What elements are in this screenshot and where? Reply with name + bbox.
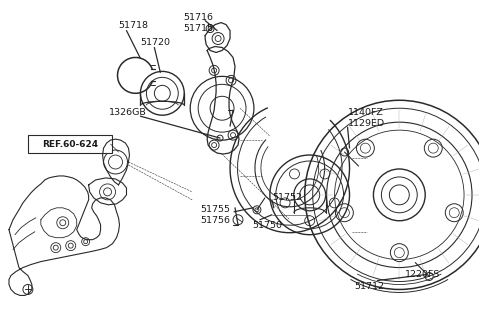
Text: 1140FZ: 1140FZ — [348, 108, 384, 117]
Text: 51716: 51716 — [183, 13, 213, 22]
Text: 51752: 51752 — [272, 193, 302, 202]
FancyBboxPatch shape — [28, 135, 111, 153]
Text: 1326GB: 1326GB — [108, 108, 146, 117]
Text: 51756: 51756 — [200, 216, 230, 225]
Text: 51715: 51715 — [183, 24, 213, 33]
Text: 51755: 51755 — [200, 205, 230, 214]
Text: 1129ED: 1129ED — [348, 119, 384, 128]
Text: 51718: 51718 — [119, 21, 148, 30]
Text: 51720: 51720 — [141, 38, 170, 46]
Text: REF.60-624: REF.60-624 — [42, 140, 98, 148]
Text: 1220FS: 1220FS — [405, 269, 441, 279]
Text: 51712: 51712 — [355, 283, 384, 291]
Text: 51750: 51750 — [252, 221, 282, 230]
